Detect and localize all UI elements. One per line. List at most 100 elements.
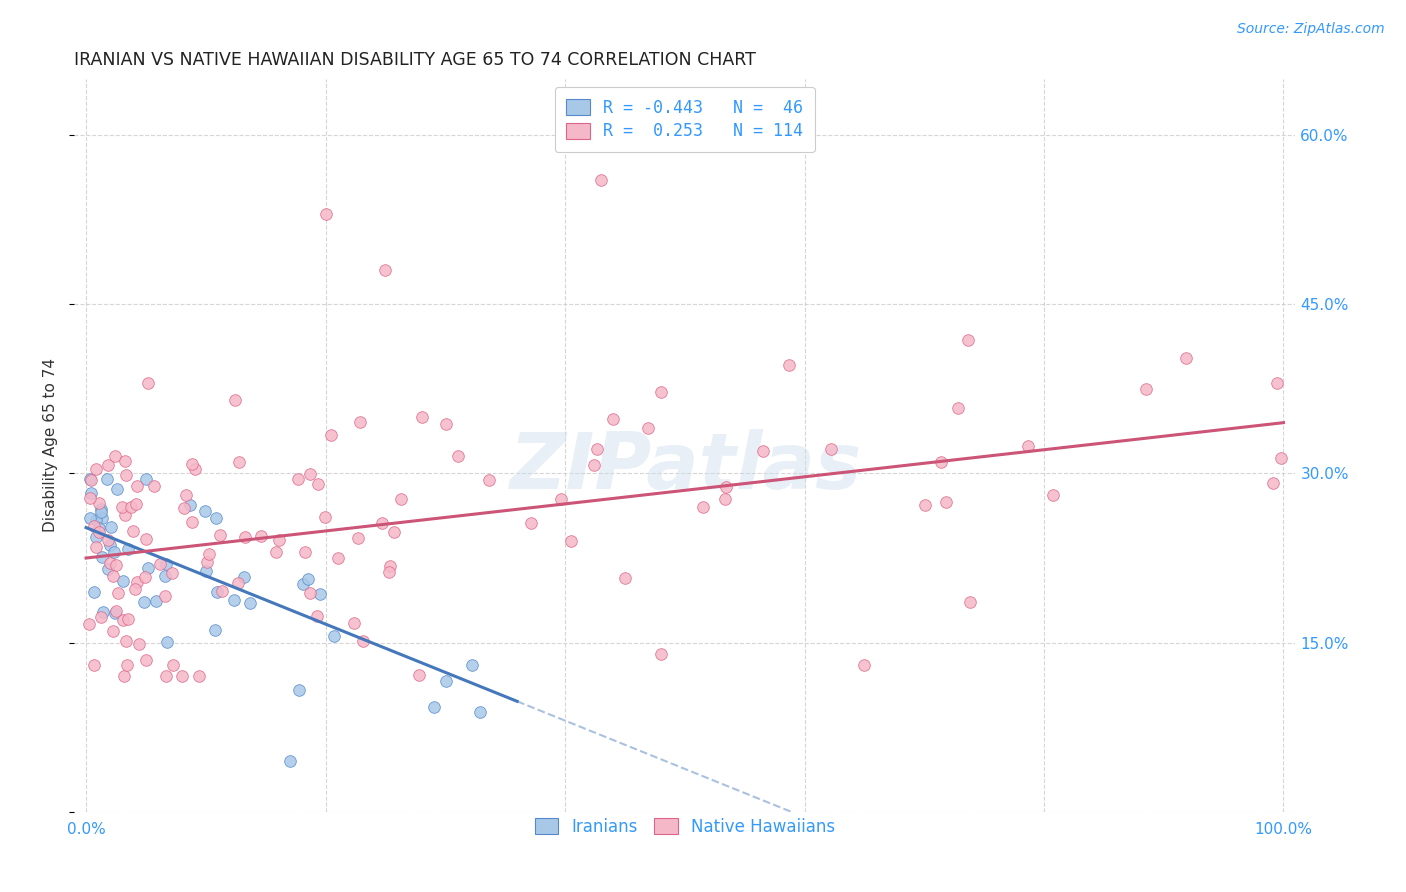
Point [560,534,582,549]
Point [650,384,672,399]
Point [83,657,105,672]
Point [380,559,402,574]
Point [328,550,350,565]
Point [1017,440,1039,454]
Point [389,492,412,507]
Point [287,472,309,486]
Point [1135,382,1157,396]
Point [135,533,157,547]
Point [914,498,936,512]
Point [170,669,193,683]
Point [97,533,120,547]
Point [959,594,981,608]
Point [319,428,342,442]
Point [155,557,177,571]
Point [120,500,142,515]
Point [112,574,135,588]
Point [153,569,176,583]
Point [105,482,128,496]
Point [138,561,160,575]
Point [378,565,401,579]
Point [90,505,112,519]
Point [160,566,183,580]
Y-axis label: Disability Age 65 to 74: Disability Age 65 to 74 [44,359,58,533]
Point [153,589,176,603]
Point [143,479,166,493]
Point [935,494,957,508]
Point [125,574,148,589]
Point [249,529,271,543]
Point [323,629,346,643]
Point [110,500,132,514]
Point [121,524,143,538]
Point [104,604,127,618]
Point [87,525,110,540]
Point [97,562,120,576]
Point [181,457,204,471]
Point [209,528,232,542]
Point [162,658,184,673]
Point [589,173,612,187]
Point [287,682,309,697]
Point [181,515,204,529]
Point [408,667,430,681]
Point [1175,351,1198,365]
Point [179,498,201,512]
Point [107,586,129,600]
Text: ZIPatlas: ZIPatlas [509,429,860,505]
Point [347,531,370,545]
Point [232,570,254,584]
Point [585,442,607,457]
Point [374,263,396,277]
Point [1042,488,1064,502]
Point [305,609,328,624]
Point [96,472,118,486]
Point [434,673,457,688]
Point [136,376,159,391]
Point [117,541,139,556]
Point [156,635,179,649]
Point [135,653,157,667]
Legend: Iranians, Native Hawaiians: Iranians, Native Hawaiians [526,809,844,844]
Point [149,557,172,571]
Point [183,462,205,476]
Point [1265,376,1288,390]
Point [124,497,146,511]
Point [204,623,226,637]
Point [371,516,394,530]
Point [145,594,167,608]
Point [470,705,492,719]
Point [714,480,737,494]
Point [87,521,110,535]
Point [174,488,197,502]
Point [956,333,979,347]
Point [79,491,101,506]
Point [266,545,288,559]
Point [309,587,332,601]
Point [204,511,226,525]
Point [434,417,457,432]
Point [423,700,446,714]
Point [461,658,484,673]
Point [83,518,105,533]
Point [135,472,157,486]
Point [307,476,329,491]
Point [98,538,121,552]
Point [478,473,501,487]
Point [90,610,112,624]
Point [79,486,101,500]
Point [205,585,228,599]
Point [91,605,114,619]
Point [79,472,101,486]
Point [228,576,250,591]
Point [79,511,101,525]
Point [298,586,321,600]
Point [519,516,541,530]
Point [349,416,371,430]
Point [197,548,219,562]
Point [602,412,624,426]
Point [294,545,316,559]
Point [90,502,112,516]
Point [382,524,405,539]
Point [778,359,800,373]
